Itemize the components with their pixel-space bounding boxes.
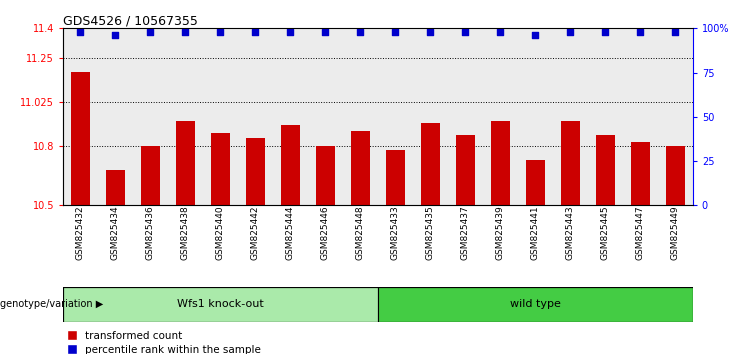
Bar bbox=[106, 170, 125, 205]
Text: GSM825449: GSM825449 bbox=[671, 205, 679, 260]
Text: GSM825447: GSM825447 bbox=[636, 205, 645, 260]
Text: GSM825432: GSM825432 bbox=[76, 205, 85, 260]
Point bbox=[565, 29, 576, 35]
Bar bbox=[623, 28, 658, 205]
Bar bbox=[211, 132, 230, 205]
Point bbox=[529, 33, 541, 38]
Bar bbox=[456, 135, 475, 205]
Text: GSM825443: GSM825443 bbox=[566, 205, 575, 260]
Text: GSM825442: GSM825442 bbox=[251, 205, 260, 260]
Point bbox=[354, 29, 366, 35]
Bar bbox=[631, 142, 650, 205]
Bar bbox=[133, 28, 168, 205]
Bar bbox=[413, 28, 448, 205]
Point bbox=[494, 29, 506, 35]
Text: Wfs1 knock-out: Wfs1 knock-out bbox=[177, 299, 264, 309]
Point bbox=[425, 29, 436, 35]
Bar bbox=[526, 160, 545, 205]
Text: GSM825434: GSM825434 bbox=[111, 205, 120, 260]
Bar bbox=[141, 146, 160, 205]
Point bbox=[144, 29, 156, 35]
Text: GDS4526 / 10567355: GDS4526 / 10567355 bbox=[63, 14, 198, 27]
Bar bbox=[658, 28, 693, 205]
Bar bbox=[246, 138, 265, 205]
Text: GSM825444: GSM825444 bbox=[286, 205, 295, 260]
Text: GSM825448: GSM825448 bbox=[356, 205, 365, 260]
Bar bbox=[281, 125, 300, 205]
Point bbox=[179, 29, 191, 35]
Bar bbox=[386, 150, 405, 205]
Point bbox=[285, 29, 296, 35]
Bar bbox=[350, 131, 370, 205]
Text: GSM825436: GSM825436 bbox=[146, 205, 155, 260]
Bar bbox=[168, 28, 203, 205]
Bar bbox=[518, 28, 553, 205]
Point bbox=[215, 29, 227, 35]
Point bbox=[390, 29, 402, 35]
Bar bbox=[316, 146, 335, 205]
Text: GSM825439: GSM825439 bbox=[496, 205, 505, 260]
Bar bbox=[448, 28, 483, 205]
Bar bbox=[378, 287, 693, 322]
Bar bbox=[483, 28, 518, 205]
Point bbox=[250, 29, 262, 35]
Bar bbox=[273, 28, 308, 205]
Point bbox=[634, 29, 646, 35]
Text: GSM825435: GSM825435 bbox=[426, 205, 435, 260]
Text: GSM825438: GSM825438 bbox=[181, 205, 190, 260]
Bar bbox=[238, 28, 273, 205]
Text: GSM825433: GSM825433 bbox=[391, 205, 400, 260]
Bar bbox=[63, 28, 98, 205]
Point bbox=[319, 29, 331, 35]
Bar bbox=[63, 287, 378, 322]
Bar bbox=[343, 28, 378, 205]
Point bbox=[599, 29, 611, 35]
Bar bbox=[71, 72, 90, 205]
Text: wild type: wild type bbox=[510, 299, 561, 309]
Text: GSM825445: GSM825445 bbox=[601, 205, 610, 260]
Bar bbox=[98, 28, 133, 205]
Text: GSM825440: GSM825440 bbox=[216, 205, 225, 260]
Bar bbox=[378, 28, 413, 205]
Bar bbox=[421, 123, 440, 205]
Point bbox=[110, 33, 122, 38]
Bar bbox=[308, 28, 343, 205]
Bar bbox=[561, 121, 580, 205]
Point bbox=[459, 29, 471, 35]
Bar bbox=[203, 28, 238, 205]
Text: GSM825437: GSM825437 bbox=[461, 205, 470, 260]
Point bbox=[669, 29, 681, 35]
Bar bbox=[553, 28, 588, 205]
Bar bbox=[596, 135, 615, 205]
Bar bbox=[491, 121, 510, 205]
Legend: transformed count, percentile rank within the sample: transformed count, percentile rank withi… bbox=[68, 331, 261, 354]
Bar bbox=[588, 28, 623, 205]
Text: GSM825446: GSM825446 bbox=[321, 205, 330, 260]
Text: genotype/variation ▶: genotype/variation ▶ bbox=[0, 299, 103, 309]
Text: GSM825441: GSM825441 bbox=[531, 205, 540, 260]
Bar bbox=[665, 146, 685, 205]
Bar bbox=[176, 121, 195, 205]
Point bbox=[75, 29, 87, 35]
